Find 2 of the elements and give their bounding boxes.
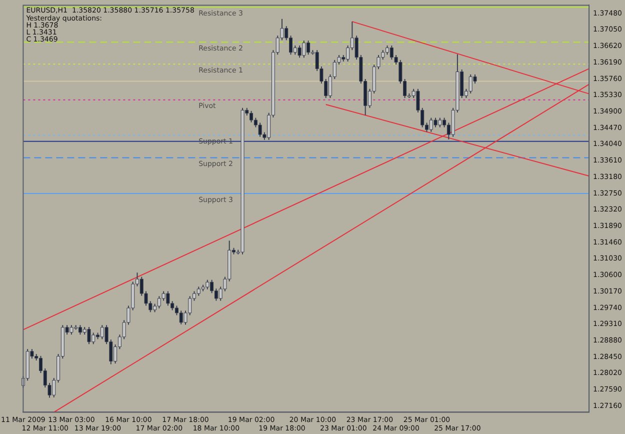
candlestick	[87, 326, 91, 345]
candlestick	[434, 117, 438, 128]
